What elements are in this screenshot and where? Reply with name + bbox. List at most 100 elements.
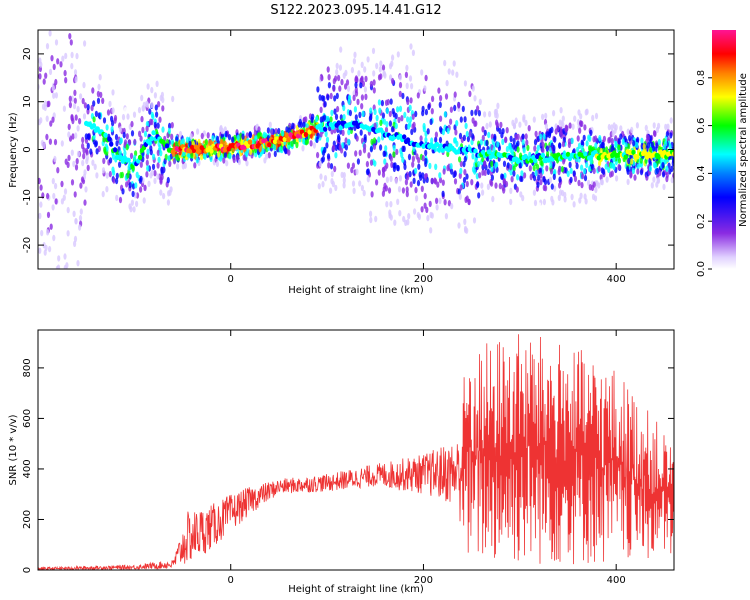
spectral-cell xyxy=(664,123,668,131)
spectral-cell xyxy=(216,135,220,143)
colorbar-tick-label: 0.4 xyxy=(696,165,707,181)
spectral-cell xyxy=(439,115,443,122)
colorbar-tick-label: 0.2 xyxy=(696,213,707,229)
spectral-cell xyxy=(334,113,339,121)
spectral-cell xyxy=(74,164,79,171)
spectral-cell xyxy=(444,93,449,100)
spectral-cell xyxy=(481,189,485,196)
ridge-cell xyxy=(296,133,301,139)
spectral-cell xyxy=(626,166,630,173)
ridge-cell xyxy=(583,151,588,157)
spectral-cell xyxy=(52,92,56,99)
spectral-cell xyxy=(73,240,77,247)
spectral-cell xyxy=(541,147,545,154)
spectral-cell xyxy=(312,142,316,149)
spectral-cell xyxy=(69,39,73,46)
spectral-cell xyxy=(534,205,538,213)
spectral-cell xyxy=(472,217,477,224)
spectral-cell xyxy=(393,219,397,226)
spectral-cell xyxy=(42,78,46,85)
spectral-cell xyxy=(401,145,405,152)
spectral-cell xyxy=(38,177,41,185)
spectral-cell xyxy=(112,177,116,184)
spectral-cell xyxy=(72,160,76,168)
spectral-cell xyxy=(146,148,150,155)
spectral-cell xyxy=(434,163,438,170)
spectral-cell xyxy=(74,132,78,139)
spectral-cell xyxy=(554,128,558,135)
spectral-cell xyxy=(546,150,550,157)
spectral-cell xyxy=(330,178,334,185)
spectral-cell xyxy=(123,150,127,157)
spectral-cell xyxy=(87,133,91,140)
spectral-cell xyxy=(520,170,524,177)
spectral-cell xyxy=(153,121,157,129)
spectral-cell xyxy=(150,169,154,177)
spectral-cell xyxy=(352,187,356,194)
spectral-cell xyxy=(455,140,459,147)
spectral-cell xyxy=(150,86,154,94)
spectral-cell xyxy=(140,115,144,123)
spectral-cell xyxy=(576,146,580,154)
spectral-cell xyxy=(71,133,75,140)
spectral-cell xyxy=(453,137,457,144)
spectral-cell xyxy=(73,235,78,243)
spectral-cell xyxy=(337,74,341,82)
spectral-cell xyxy=(371,47,376,55)
spectral-cell xyxy=(471,85,475,92)
spectral-cell xyxy=(633,174,637,181)
spectral-cell xyxy=(626,178,630,186)
spectral-cell xyxy=(84,133,88,140)
ridge-cell xyxy=(245,143,251,149)
spectral-cell xyxy=(465,180,469,188)
spectral-cell xyxy=(61,55,65,62)
spectral-cell xyxy=(477,143,481,150)
spectral-cell xyxy=(183,162,187,169)
spectral-cell xyxy=(52,192,56,200)
spectral-cell xyxy=(398,105,403,113)
spectral-cell xyxy=(217,151,221,158)
spectral-cell xyxy=(89,148,93,155)
spectral-cell xyxy=(386,98,390,106)
spectral-cell xyxy=(662,183,666,191)
spectral-cell xyxy=(614,124,618,131)
spectral-cell xyxy=(463,155,467,163)
spectral-cell xyxy=(482,87,487,94)
spectral-cell xyxy=(614,135,618,142)
spectral-cell xyxy=(435,204,439,211)
spectral-cell xyxy=(139,135,143,142)
spectral-cell xyxy=(360,61,364,68)
y-tick-label: 0 xyxy=(22,146,33,152)
spectral-cell xyxy=(579,192,583,199)
spectral-cell xyxy=(388,110,392,118)
ridge-cell xyxy=(126,157,131,163)
spectral-cell xyxy=(646,142,651,149)
spectral-cell xyxy=(98,74,102,81)
spectral-cell xyxy=(414,167,418,175)
spectral-cell xyxy=(658,169,662,177)
spectral-cell xyxy=(563,196,567,203)
spectral-cell xyxy=(121,188,125,195)
spectral-cell xyxy=(408,75,413,82)
spectral-cell xyxy=(421,155,425,162)
spectral-cell xyxy=(636,168,640,175)
spectral-cell xyxy=(559,189,563,196)
spectral-cell xyxy=(437,87,441,94)
spectral-cell xyxy=(150,101,154,109)
spectral-cell xyxy=(434,131,438,138)
spectral-cell xyxy=(392,144,396,152)
spectral-cell xyxy=(396,198,400,205)
spectral-cell xyxy=(378,107,382,114)
spectral-cell xyxy=(118,196,123,204)
spectral-cell xyxy=(435,197,439,204)
spectral-cell xyxy=(561,121,565,128)
spectral-cell xyxy=(524,133,528,140)
spectral-cell xyxy=(617,138,621,145)
spectral-cell xyxy=(377,169,381,176)
spectral-cell xyxy=(95,189,99,197)
spectral-cell xyxy=(523,172,527,179)
spectral-cell xyxy=(68,33,72,40)
spectral-cell xyxy=(412,145,416,152)
spectral-cell xyxy=(583,174,588,182)
spectral-cell xyxy=(409,97,413,104)
